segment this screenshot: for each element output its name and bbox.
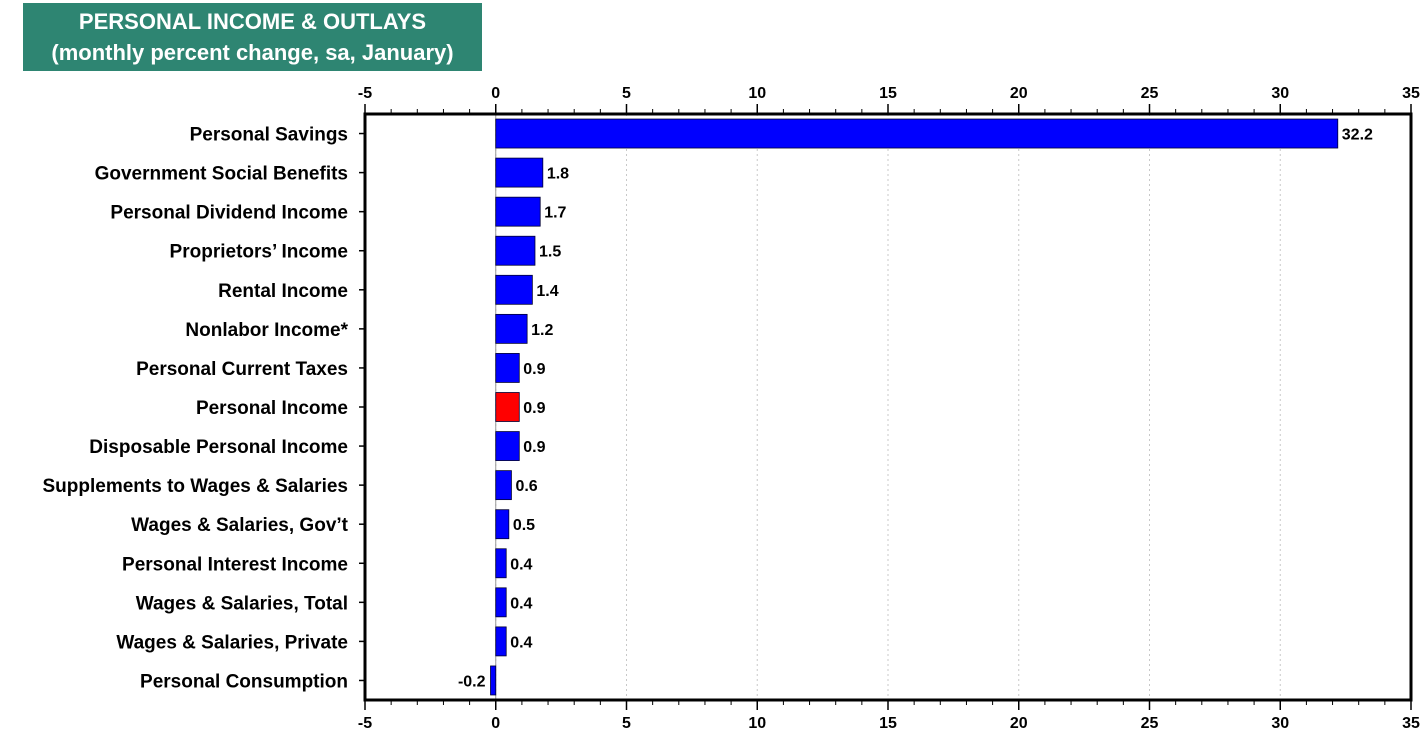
value-label: 1.5 (539, 244, 561, 261)
bar (495, 235, 536, 266)
value-label: 1.2 (531, 322, 553, 339)
category-label: Nonlabor Income* (185, 320, 348, 341)
category-label: Rental Income (218, 281, 348, 302)
category-label: Wages & Salaries, Private (116, 632, 348, 653)
bar (495, 626, 507, 657)
bar-layer (490, 118, 1339, 696)
category-label: Proprietors’ Income (170, 242, 348, 263)
value-label: 0.4 (510, 595, 532, 612)
bottom-tick-label: 20 (1010, 715, 1028, 731)
category-label: Personal Consumption (140, 671, 348, 692)
chart-title: PERSONAL INCOME & OUTLAYS (78, 9, 427, 34)
chart-title-box: PERSONAL INCOME & OUTLAYS (monthly perce… (23, 3, 482, 71)
top-tick-label: 35 (1402, 85, 1420, 102)
bottom-tick-label: 5 (622, 715, 631, 731)
category-label: Personal Dividend Income (110, 203, 348, 224)
bar (495, 353, 520, 383)
category-label: Wages & Salaries, Gov’t (131, 515, 348, 536)
chart-subtitle: (monthly percent change, sa, January) (51, 40, 454, 65)
value-label: 0.9 (523, 361, 545, 378)
bar (495, 196, 541, 227)
bar (495, 118, 1339, 149)
bottom-tick-label: 30 (1271, 715, 1289, 731)
top-tick-label: 25 (1141, 85, 1159, 102)
bottom-tick-label: -5 (358, 715, 372, 731)
category-label: Personal Income (196, 398, 348, 419)
bar (495, 313, 528, 344)
value-label: 0.4 (510, 556, 532, 573)
bottom-tick-label: 0 (491, 715, 500, 731)
value-label: 1.4 (536, 283, 558, 300)
bar (495, 509, 510, 540)
bottom-tick-label: 35 (1402, 715, 1420, 731)
category-label: Personal Interest Income (122, 554, 348, 575)
top-tick-label: 0 (491, 85, 500, 102)
bottom-tick-label: 10 (748, 715, 766, 731)
category-label: Personal Savings (190, 125, 348, 146)
label-layer: Personal Savings 32.2 Government Social Be… (43, 125, 1374, 693)
bar (495, 470, 512, 501)
bar (495, 274, 533, 305)
category-label: Wages & Salaries, Total (136, 593, 348, 614)
category-label: Disposable Personal Income (89, 437, 348, 458)
top-tick-label: -5 (358, 85, 372, 102)
value-label: -0.2 (458, 673, 486, 690)
bar (490, 665, 497, 696)
bar (495, 548, 507, 579)
value-label: 1.8 (547, 166, 569, 183)
bottom-tick-label: 15 (879, 715, 897, 731)
value-label: 1.7 (544, 205, 566, 222)
category-label: Government Social Benefits (95, 164, 348, 185)
value-label: 0.6 (515, 478, 537, 495)
bar (495, 392, 520, 422)
bottom-tick-label: 25 (1141, 715, 1159, 731)
top-tick-label: 15 (879, 85, 897, 102)
top-tick-label: 20 (1010, 85, 1028, 102)
top-tick-label: 5 (622, 85, 631, 102)
bar (495, 587, 507, 618)
bar (495, 157, 544, 188)
category-label: Personal Current Taxes (136, 359, 348, 380)
value-label: 0.9 (523, 400, 545, 417)
top-tick-label: 10 (748, 85, 766, 102)
value-label: 0.9 (523, 439, 545, 456)
bar (495, 431, 520, 461)
top-tick-label: 30 (1271, 85, 1289, 102)
value-label: 32.2 (1342, 127, 1373, 144)
value-label: 0.4 (510, 634, 532, 651)
value-label: 0.5 (513, 517, 535, 534)
tick-layer: -5 -5 0 0 5 5 10 10 15 15 20 20 25 25 30 30 35 35 (358, 85, 1420, 731)
category-label: Supplements to Wages & Salaries (43, 476, 349, 497)
